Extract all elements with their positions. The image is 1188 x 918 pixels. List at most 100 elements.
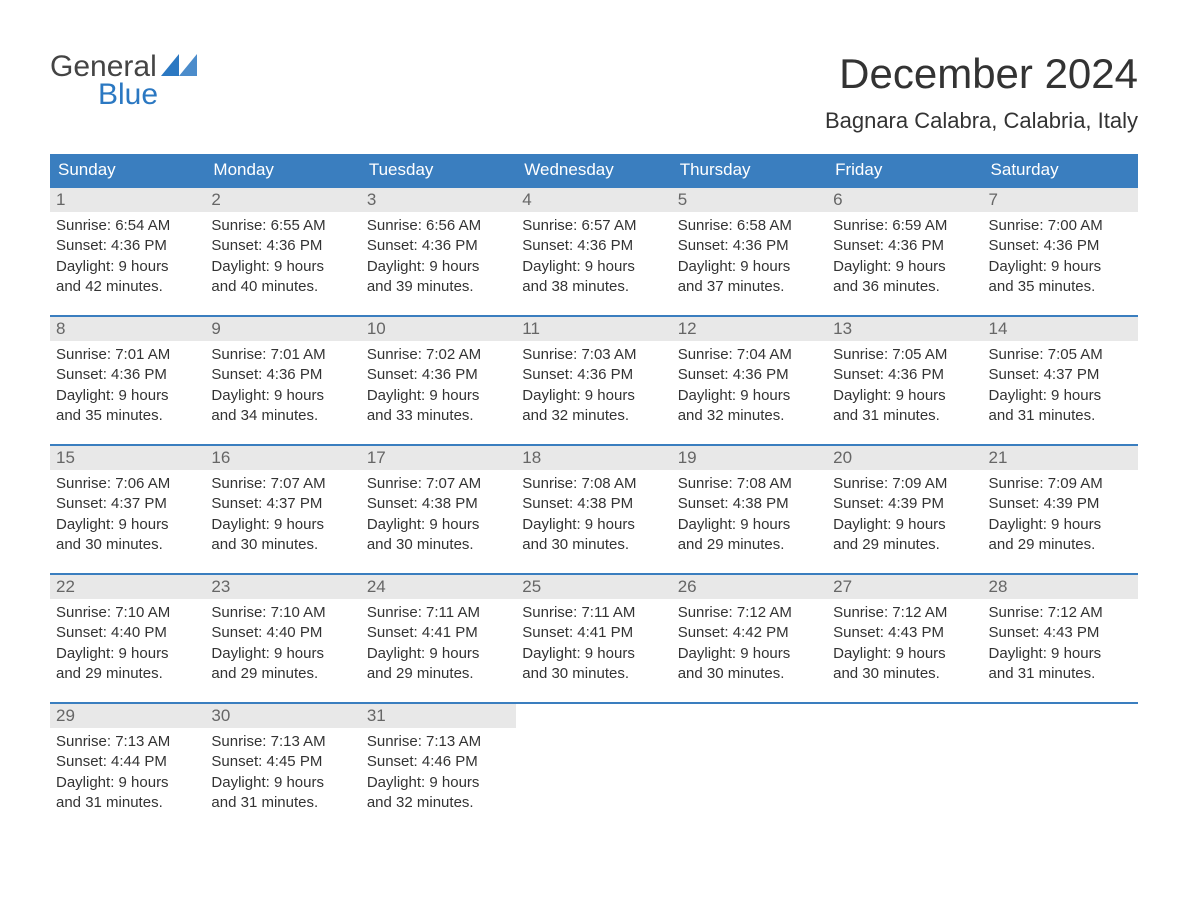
dow-tuesday: Tuesday [361,154,516,186]
day-body: Sunrise: 6:59 AMSunset: 4:36 PMDaylight:… [827,212,982,301]
sunrise-text: Sunrise: 6:55 AM [211,216,354,236]
daylight-line1: Daylight: 9 hours [678,515,821,535]
calendar-day: 11Sunrise: 7:03 AMSunset: 4:36 PMDayligh… [516,317,671,430]
sunset-text: Sunset: 4:36 PM [56,365,199,385]
daylight-line2: and 30 minutes. [522,535,665,555]
calendar-day: 7Sunrise: 7:00 AMSunset: 4:36 PMDaylight… [983,188,1138,301]
daylight-line1: Daylight: 9 hours [522,515,665,535]
daylight-line2: and 38 minutes. [522,277,665,297]
day-body: Sunrise: 7:03 AMSunset: 4:36 PMDaylight:… [516,341,671,430]
calendar-week: 1Sunrise: 6:54 AMSunset: 4:36 PMDaylight… [50,186,1138,301]
sunset-text: Sunset: 4:43 PM [833,623,976,643]
daylight-line2: and 33 minutes. [367,406,510,426]
sunset-text: Sunset: 4:36 PM [833,365,976,385]
daylight-line1: Daylight: 9 hours [367,515,510,535]
daylight-line1: Daylight: 9 hours [678,644,821,664]
day-body: Sunrise: 7:06 AMSunset: 4:37 PMDaylight:… [50,470,205,559]
day-body: Sunrise: 7:02 AMSunset: 4:36 PMDaylight:… [361,341,516,430]
sunrise-text: Sunrise: 7:04 AM [678,345,821,365]
calendar-week: 22Sunrise: 7:10 AMSunset: 4:40 PMDayligh… [50,573,1138,688]
calendar-day [516,704,671,817]
day-number: 19 [672,446,827,470]
day-number: 12 [672,317,827,341]
daylight-line1: Daylight: 9 hours [56,773,199,793]
calendar-day [983,704,1138,817]
sunrise-text: Sunrise: 7:01 AM [211,345,354,365]
calendar-day: 16Sunrise: 7:07 AMSunset: 4:37 PMDayligh… [205,446,360,559]
sunset-text: Sunset: 4:38 PM [678,494,821,514]
daylight-line2: and 37 minutes. [678,277,821,297]
daylight-line1: Daylight: 9 hours [211,257,354,277]
dow-monday: Monday [205,154,360,186]
sunset-text: Sunset: 4:36 PM [833,236,976,256]
sunrise-text: Sunrise: 7:12 AM [989,603,1132,623]
daylight-line1: Daylight: 9 hours [833,257,976,277]
day-number: 1 [50,188,205,212]
sunset-text: Sunset: 4:37 PM [56,494,199,514]
day-body: Sunrise: 7:12 AMSunset: 4:42 PMDaylight:… [672,599,827,688]
calendar-week: 15Sunrise: 7:06 AMSunset: 4:37 PMDayligh… [50,444,1138,559]
day-body: Sunrise: 7:11 AMSunset: 4:41 PMDaylight:… [516,599,671,688]
day-body: Sunrise: 7:13 AMSunset: 4:46 PMDaylight:… [361,728,516,817]
sunrise-text: Sunrise: 7:13 AM [367,732,510,752]
sunset-text: Sunset: 4:41 PM [522,623,665,643]
day-number: 24 [361,575,516,599]
logo-triangle-icon [161,54,197,81]
day-body: Sunrise: 7:12 AMSunset: 4:43 PMDaylight:… [827,599,982,688]
calendar-day: 19Sunrise: 7:08 AMSunset: 4:38 PMDayligh… [672,446,827,559]
dow-thursday: Thursday [672,154,827,186]
calendar-week: 8Sunrise: 7:01 AMSunset: 4:36 PMDaylight… [50,315,1138,430]
daylight-line1: Daylight: 9 hours [56,257,199,277]
sunrise-text: Sunrise: 7:10 AM [211,603,354,623]
daylight-line1: Daylight: 9 hours [211,515,354,535]
calendar-day: 20Sunrise: 7:09 AMSunset: 4:39 PMDayligh… [827,446,982,559]
day-body: Sunrise: 7:05 AMSunset: 4:37 PMDaylight:… [983,341,1138,430]
daylight-line1: Daylight: 9 hours [367,644,510,664]
daylight-line1: Daylight: 9 hours [211,773,354,793]
daylight-line2: and 29 minutes. [56,664,199,684]
sunset-text: Sunset: 4:38 PM [522,494,665,514]
sunrise-text: Sunrise: 6:54 AM [56,216,199,236]
calendar-day: 13Sunrise: 7:05 AMSunset: 4:36 PMDayligh… [827,317,982,430]
calendar-day: 2 Sunrise: 6:55 AMSunset: 4:36 PMDaylight… [205,188,360,301]
daylight-line2: and 34 minutes. [211,406,354,426]
daylight-line1: Daylight: 9 hours [833,644,976,664]
sunrise-text: Sunrise: 6:58 AM [678,216,821,236]
day-body: Sunrise: 7:01 AMSunset: 4:36 PMDaylight:… [205,341,360,430]
daylight-line2: and 29 minutes. [678,535,821,555]
sunset-text: Sunset: 4:44 PM [56,752,199,772]
sunset-text: Sunset: 4:36 PM [522,236,665,256]
sunset-text: Sunset: 4:39 PM [989,494,1132,514]
daylight-line2: and 32 minutes. [367,793,510,813]
day-body: Sunrise: 7:00 AMSunset: 4:36 PMDaylight:… [983,212,1138,301]
sunset-text: Sunset: 4:40 PM [56,623,199,643]
sunset-text: Sunset: 4:36 PM [678,236,821,256]
daylight-line1: Daylight: 9 hours [367,386,510,406]
sunset-text: Sunset: 4:40 PM [211,623,354,643]
daylight-line2: and 29 minutes. [211,664,354,684]
day-number: 3 [361,188,516,212]
day-number: 23 [205,575,360,599]
sunrise-text: Sunrise: 7:09 AM [989,474,1132,494]
daylight-line2: and 30 minutes. [678,664,821,684]
calendar-day: 27Sunrise: 7:12 AMSunset: 4:43 PMDayligh… [827,575,982,688]
day-number: 8 [50,317,205,341]
daylight-line2: and 30 minutes. [522,664,665,684]
sunset-text: Sunset: 4:36 PM [211,236,354,256]
calendar-day: 21Sunrise: 7:09 AMSunset: 4:39 PMDayligh… [983,446,1138,559]
day-number: 21 [983,446,1138,470]
calendar-day: 15Sunrise: 7:06 AMSunset: 4:37 PMDayligh… [50,446,205,559]
sunset-text: Sunset: 4:37 PM [211,494,354,514]
daylight-line2: and 32 minutes. [522,406,665,426]
day-number: 30 [205,704,360,728]
day-number: 25 [516,575,671,599]
day-number: 2 [205,188,360,212]
daylight-line1: Daylight: 9 hours [211,386,354,406]
day-number: 11 [516,317,671,341]
calendar-day: 31Sunrise: 7:13 AMSunset: 4:46 PMDayligh… [361,704,516,817]
calendar-day: 10Sunrise: 7:02 AMSunset: 4:36 PMDayligh… [361,317,516,430]
calendar-day: 12Sunrise: 7:04 AMSunset: 4:36 PMDayligh… [672,317,827,430]
day-body: Sunrise: 6:58 AMSunset: 4:36 PMDaylight:… [672,212,827,301]
daylight-line1: Daylight: 9 hours [367,257,510,277]
day-number: 20 [827,446,982,470]
